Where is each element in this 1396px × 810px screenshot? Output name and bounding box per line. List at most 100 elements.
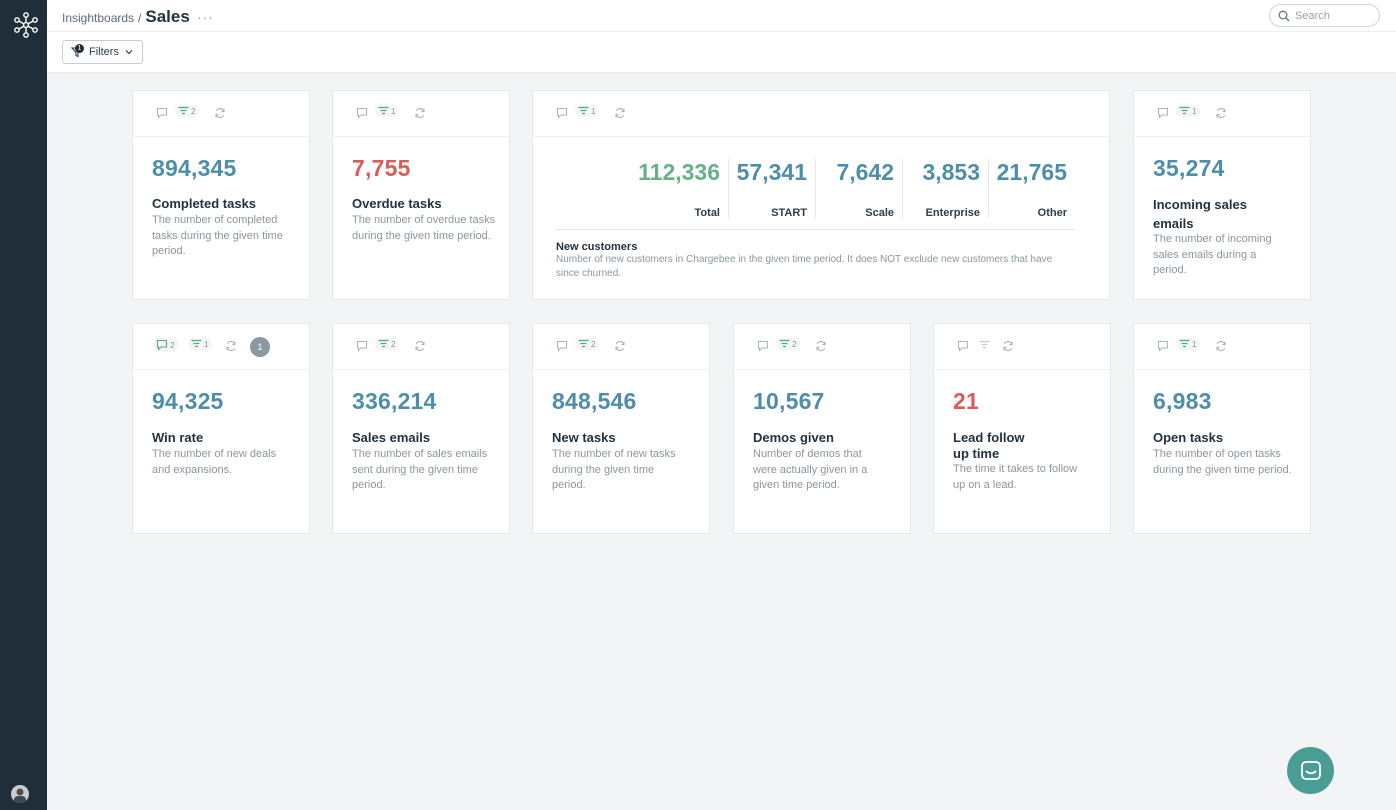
filters-indicator[interactable]: 2 [175, 105, 200, 117]
filter-icon: 1 [70, 44, 85, 58]
breakdown-column-other: 21,765 Other [989, 159, 1075, 219]
filters-count: 2 [391, 339, 396, 349]
chat-launcher-button[interactable] [1287, 747, 1334, 794]
filters-indicator[interactable]: 1 [1176, 338, 1201, 350]
new-customers-card[interactable]: 1 112,336 Total 57,341 START 7,642 Scale… [532, 90, 1110, 300]
breakdown-label: START [771, 207, 807, 219]
metric-card[interactable]: 1 35,274 Incoming sales emails The numbe… [1133, 90, 1311, 300]
comments-indicator[interactable]: 2 [153, 338, 179, 352]
breadcrumb-parent-link[interactable]: Insightboards [62, 11, 135, 25]
refresh-icon [226, 341, 236, 351]
refresh-icon [1216, 108, 1226, 118]
refresh-button[interactable] [815, 340, 827, 352]
card-toolbar: 1 [533, 91, 1109, 137]
refresh-icon [615, 108, 625, 118]
filters-count-badge: 1 [75, 44, 84, 53]
comment-icon [156, 339, 168, 351]
filters-indicator[interactable] [979, 340, 992, 350]
metric-card[interactable]: 1 7,755 Overdue tasks The number of over… [332, 90, 510, 300]
metric-description: The time it takes to follow up on a lead… [953, 463, 1078, 491]
metric-title: New customers [556, 241, 638, 253]
metric-title: Overdue tasks [352, 196, 442, 211]
filters-count: 2 [191, 106, 196, 116]
more-options-button[interactable]: ··· [196, 9, 214, 25]
search-input[interactable] [1295, 9, 1375, 22]
refresh-button[interactable] [414, 340, 426, 352]
refresh-button[interactable] [1215, 340, 1227, 352]
breakdown-column-start: 57,341 START [729, 159, 816, 219]
comment-button[interactable] [957, 340, 969, 352]
filters-indicator[interactable]: 1 [1176, 105, 1201, 117]
metric-value: 848,546 [552, 388, 637, 414]
metric-card[interactable]: 2 336,214 Sales emails The number of sal… [332, 323, 510, 534]
user-avatar[interactable] [11, 785, 29, 803]
comment-button[interactable] [556, 107, 568, 119]
filter-lines-icon [378, 106, 389, 115]
filters-indicator[interactable]: 2 [776, 338, 801, 350]
comment-button[interactable] [356, 340, 368, 352]
filters-count: 1 [391, 106, 396, 116]
breadcrumb-separator: / [138, 11, 142, 25]
card-toolbar: 1 [333, 91, 509, 137]
metric-value: 21 [953, 388, 979, 414]
refresh-button[interactable] [614, 107, 626, 119]
filter-lines-icon [578, 339, 589, 348]
metric-description: Number of new customers in Chargebee in … [556, 254, 1053, 279]
metric-card[interactable]: 2 1 1 94,325 Win rate The number of new … [132, 323, 310, 534]
comment-button[interactable] [156, 107, 168, 119]
breakdown-label: Other [1037, 207, 1067, 219]
filters-indicator[interactable]: 1 [375, 105, 400, 117]
refresh-button[interactable] [614, 340, 626, 352]
chat-icon [1300, 760, 1321, 780]
refresh-icon [415, 108, 425, 118]
comment-button[interactable] [356, 107, 368, 119]
metric-value: 35,274 [1153, 155, 1225, 181]
card-toolbar [934, 324, 1110, 370]
card-toolbar: 2 [133, 91, 309, 137]
filters-indicator[interactable]: 1 [575, 105, 600, 117]
metric-card[interactable]: 2 10,567 Demos given Number of demos tha… [733, 323, 911, 534]
metric-title: Open tasks [1153, 430, 1224, 445]
metric-card[interactable]: 21 Lead follow up time The time it takes… [933, 323, 1111, 534]
filters-indicator[interactable]: 2 [375, 338, 400, 350]
breakdown-value: 7,642 [836, 159, 894, 185]
metric-description: The number of overdue tasks during the g… [352, 214, 496, 242]
metric-value: 894,345 [152, 155, 237, 181]
filters-count: 2 [591, 339, 596, 349]
search-box[interactable] [1269, 4, 1380, 27]
breakdown-value: 57,341 [736, 159, 807, 185]
refresh-button[interactable] [225, 340, 237, 352]
breakdown-value: 21,765 [996, 159, 1067, 185]
refresh-button[interactable] [1002, 340, 1014, 352]
metric-title: New tasks [552, 430, 616, 445]
filters-indicator[interactable]: 1 [188, 338, 213, 350]
metric-card[interactable]: 2 894,345 Completed tasks The number of … [132, 90, 310, 300]
filters-count: 1 [1192, 339, 1197, 349]
comment-button[interactable] [1157, 107, 1169, 119]
refresh-button[interactable] [1215, 107, 1227, 119]
breakdown-label: Total [694, 207, 720, 219]
comment-button[interactable] [1157, 340, 1169, 352]
metric-value: 94,325 [152, 388, 224, 414]
network-logo-icon[interactable] [12, 11, 40, 39]
card-toolbar: 1 [1134, 324, 1310, 370]
metric-card[interactable]: 1 6,983 Open tasks The number of open ta… [1133, 323, 1311, 534]
refresh-button[interactable] [214, 107, 226, 119]
search-icon [1278, 10, 1290, 21]
refresh-button[interactable] [414, 107, 426, 119]
filter-lines-icon [378, 339, 389, 348]
version-badge[interactable]: 1 [250, 337, 270, 357]
filters-button[interactable]: 1 Filters [62, 40, 143, 64]
breadcrumb: Insightboards / Sales ··· [62, 7, 214, 27]
comment-button[interactable] [556, 340, 568, 352]
page-title: Sales [145, 7, 190, 26]
filters-indicator[interactable]: 2 [575, 338, 600, 350]
metric-description: The number of new deals and expansions. [152, 448, 277, 476]
metric-title: Completed tasks [152, 196, 257, 211]
metric-title: Sales emails [352, 430, 431, 445]
comment-button[interactable] [757, 340, 769, 352]
metric-card[interactable]: 2 848,546 New tasks The number of new ta… [532, 323, 710, 534]
filter-lines-icon [1179, 106, 1190, 115]
metric-description: The number of open tasks during the give… [1153, 448, 1292, 476]
filters-count: 1 [591, 106, 596, 116]
